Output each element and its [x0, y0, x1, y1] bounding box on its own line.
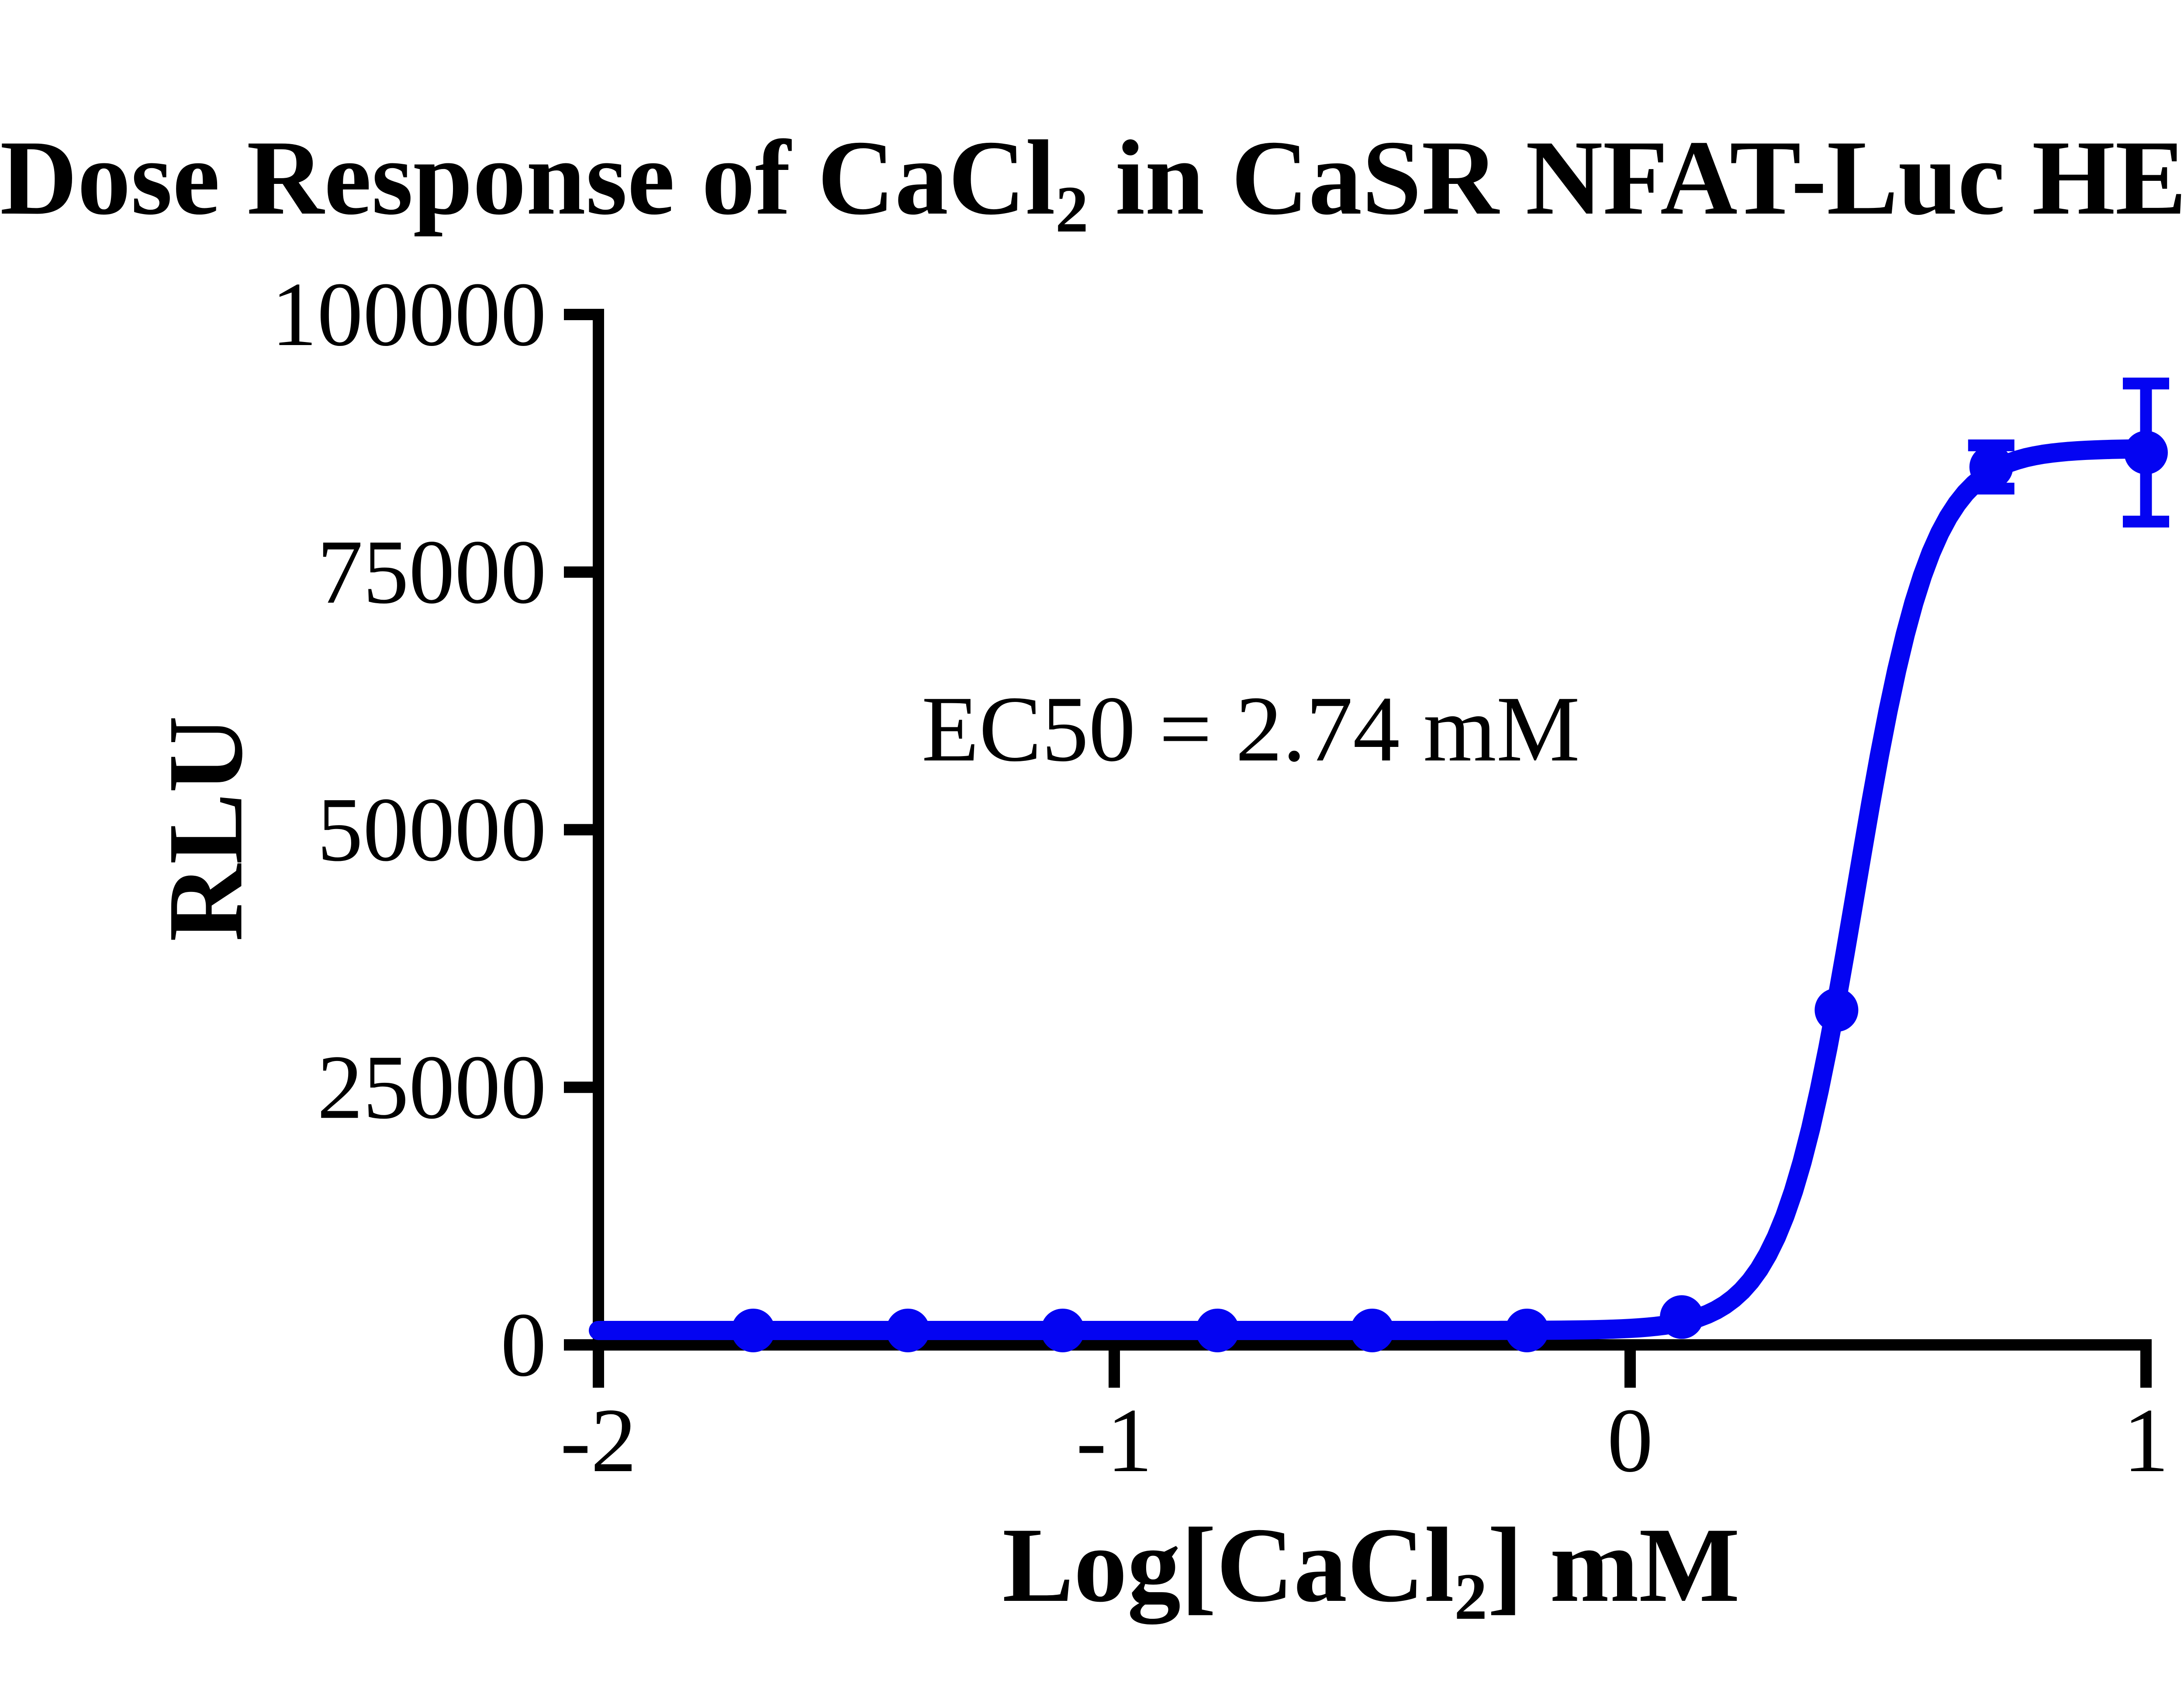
chart-title-text-2: in CaSR NFAT-Luc HEK293（C15） — [1115, 118, 2184, 237]
x-tick-label: 1 — [2123, 1390, 2169, 1491]
x-tick-label: -1 — [1076, 1390, 1153, 1491]
y-tick-label: 50000 — [317, 779, 546, 881]
y-tick-label: 25000 — [317, 1037, 546, 1138]
data-point — [1814, 988, 1859, 1032]
data-point — [1660, 1295, 1704, 1339]
data-point — [731, 1308, 775, 1352]
y-tick-label: 100000 — [271, 264, 546, 365]
fit-curve — [589, 439, 2156, 1340]
x-axis-label-text-2: ] mM — [1487, 1506, 1740, 1624]
chart-title: Dose Response of CaCl2 in CaSR NFAT-Luc … — [0, 90, 2184, 245]
y-tick-label: 0 — [501, 1294, 546, 1396]
data-point — [1196, 1308, 1240, 1352]
x-axis-label-subscript: 2 — [1454, 1560, 1488, 1633]
data-point — [1505, 1308, 1549, 1352]
chart-title-subscript: 2 — [1055, 173, 1089, 246]
ec50-annotation: EC50 = 2.74 mM — [922, 677, 1580, 781]
data-point — [1040, 1308, 1085, 1352]
x-tick-label: -2 — [560, 1390, 637, 1491]
x-tick-label: 0 — [1607, 1390, 1653, 1491]
y-tick-label: 75000 — [317, 522, 546, 623]
data-point — [886, 1308, 930, 1352]
chart-title-text-1: Dose Response of CaCl — [0, 118, 1055, 237]
x-axis-label: Log[CaCl2] mM — [0, 1503, 2184, 1630]
data-point — [2124, 431, 2168, 475]
data-point — [1350, 1308, 1394, 1352]
data-point — [1969, 445, 2013, 489]
x-axis-label-text-1: Log[CaCl — [1002, 1506, 1455, 1624]
